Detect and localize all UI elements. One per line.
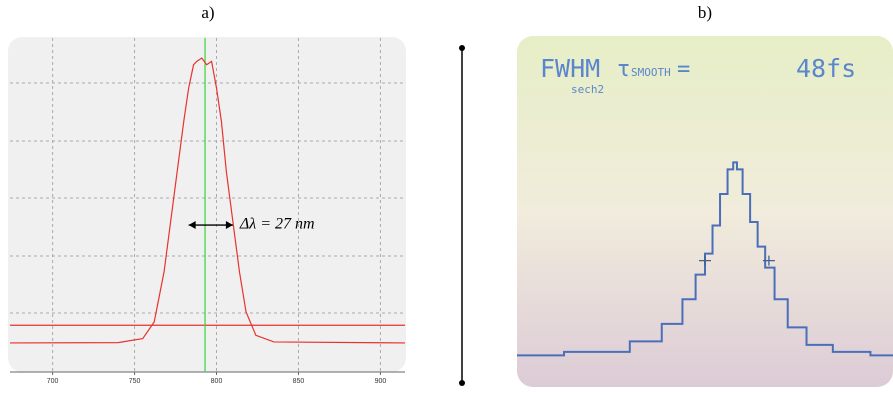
panel-label: a) bbox=[201, 3, 214, 22]
x-tick-label: 700 bbox=[47, 378, 59, 385]
screen-text: 48fs bbox=[796, 54, 856, 83]
screen-bg bbox=[517, 36, 893, 387]
cursor-mark bbox=[762, 255, 775, 266]
divider-dot bbox=[459, 380, 465, 386]
screen-text: SMOOTH bbox=[631, 66, 671, 79]
x-tick-label: 800 bbox=[211, 378, 223, 385]
plot-bg bbox=[8, 37, 406, 372]
x-tick-label: 750 bbox=[129, 378, 141, 385]
data-line bbox=[9, 57, 406, 344]
annotation: Δλ = 27 nm bbox=[239, 216, 315, 233]
panel-label: b) bbox=[698, 3, 712, 22]
x-tick-label: 850 bbox=[293, 378, 305, 385]
screen-text: τ bbox=[617, 57, 630, 82]
cursor-mark bbox=[699, 255, 711, 266]
screen-text: = bbox=[677, 57, 690, 82]
x-tick-label: 900 bbox=[375, 378, 387, 385]
screen-text: sech2 bbox=[571, 83, 604, 96]
divider-dot bbox=[459, 45, 465, 51]
data-line bbox=[517, 161, 893, 357]
screen-text: FWHM bbox=[540, 54, 600, 83]
